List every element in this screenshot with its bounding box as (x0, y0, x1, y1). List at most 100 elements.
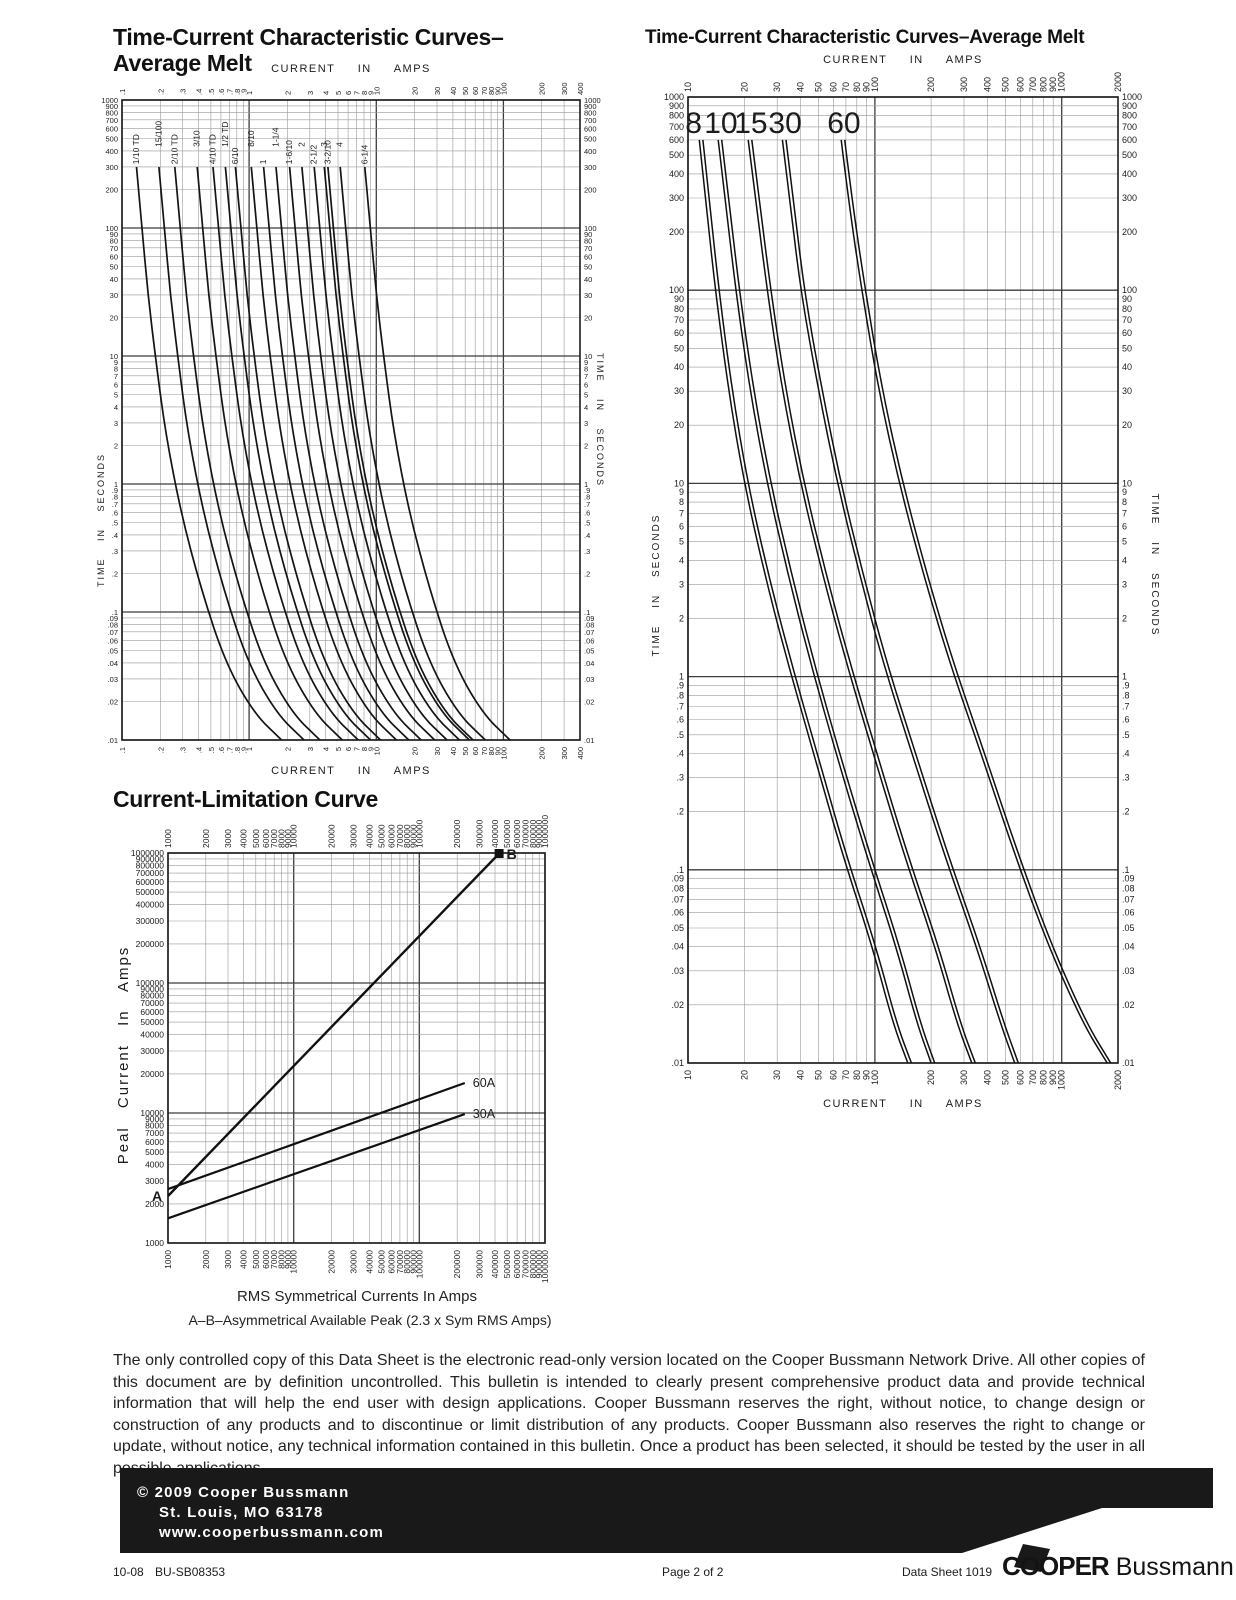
svg-text:7: 7 (584, 372, 588, 381)
svg-text:4: 4 (322, 747, 331, 751)
svg-text:30000: 30000 (349, 824, 359, 848)
svg-text:.06: .06 (1122, 908, 1135, 918)
curve-8-min (698, 139, 909, 1063)
svg-text:70: 70 (110, 244, 118, 253)
svg-text:30: 30 (584, 291, 592, 300)
svg-text:200000: 200000 (136, 939, 165, 949)
curve-30-max (785, 139, 1020, 1063)
svg-text:2000: 2000 (201, 1250, 211, 1269)
svg-text:.9: .9 (112, 486, 118, 495)
clc-marker-label-B: B (507, 846, 517, 862)
svg-text:4: 4 (679, 555, 684, 565)
clc-marker-B-square-icon (494, 849, 504, 858)
svg-text:8000: 8000 (277, 1250, 287, 1269)
svg-text:200: 200 (584, 186, 597, 195)
clc-ylabel-left: Peal Current In Amps (115, 946, 132, 1165)
svg-text:300: 300 (560, 82, 569, 95)
svg-text:.04: .04 (1122, 942, 1135, 952)
svg-text:.07: .07 (108, 628, 118, 637)
svg-text:.5: .5 (207, 89, 216, 95)
svg-text:.2: .2 (584, 570, 590, 579)
curve-label-2: 2 (296, 142, 306, 147)
svg-text:100: 100 (105, 224, 118, 233)
svg-text:.7: .7 (676, 702, 684, 712)
svg-text:.03: .03 (584, 675, 594, 684)
svg-text:.8: .8 (676, 690, 684, 700)
svg-text:10: 10 (372, 87, 381, 95)
svg-text:500000: 500000 (502, 1250, 512, 1279)
svg-text:2000: 2000 (1113, 1070, 1123, 1090)
svg-text:10000: 10000 (289, 824, 299, 848)
clc-line-60A (168, 1081, 466, 1191)
svg-text:60000: 60000 (387, 1250, 397, 1274)
svg-text:600: 600 (1015, 77, 1025, 92)
curve-6/10 (234, 166, 382, 740)
svg-text:.1: .1 (584, 608, 590, 617)
svg-text:10: 10 (110, 352, 118, 361)
svg-text:300000: 300000 (474, 1250, 484, 1279)
svg-text:.7: .7 (584, 500, 590, 509)
svg-text:.8: .8 (112, 492, 118, 501)
svg-text:1000: 1000 (1057, 1070, 1067, 1090)
svg-text:40: 40 (449, 87, 458, 95)
svg-text:9: 9 (679, 487, 684, 497)
svg-text:3: 3 (306, 747, 315, 751)
svg-text:40: 40 (796, 1070, 806, 1080)
svg-text:4000: 4000 (145, 1160, 164, 1170)
clc-xaxis-label: RMS Symmetrical Currents In Amps (236, 1288, 478, 1305)
curve-2 (301, 166, 448, 740)
svg-text:.5: .5 (584, 519, 590, 528)
curve-label-6-1/4: 6-1/4 (359, 145, 369, 165)
svg-text:60: 60 (828, 1070, 838, 1080)
svg-text:80: 80 (110, 236, 118, 245)
svg-text:800000: 800000 (528, 1250, 538, 1279)
svg-text:.1: .1 (118, 747, 127, 753)
svg-text:.6: .6 (584, 508, 590, 517)
svg-text:.8: .8 (233, 747, 242, 753)
footer-website: www.cooperbussmann.com (159, 1524, 385, 1541)
svg-text:60: 60 (584, 252, 592, 261)
svg-text:4: 4 (584, 403, 588, 412)
svg-text:.5: .5 (676, 730, 684, 740)
svg-text:.2: .2 (156, 89, 165, 95)
svg-text:6: 6 (1122, 521, 1127, 531)
svg-text:40000: 40000 (364, 824, 374, 848)
svg-text:.05: .05 (671, 923, 684, 933)
svg-text:50000: 50000 (377, 1250, 387, 1274)
svg-text:50000: 50000 (377, 824, 387, 848)
svg-text:8: 8 (1122, 497, 1127, 507)
svg-text:400: 400 (584, 147, 597, 156)
svg-text:.7: .7 (226, 747, 235, 753)
svg-text:500: 500 (1122, 150, 1137, 160)
footer-city: St. Louis, MO 63178 (159, 1504, 324, 1521)
curve-1 (262, 166, 410, 740)
svg-text:.08: .08 (584, 620, 594, 629)
svg-text:100: 100 (499, 747, 508, 760)
svg-text:.7: .7 (226, 89, 235, 95)
svg-text:.2: .2 (676, 807, 684, 817)
svg-text:.01: .01 (584, 736, 594, 745)
svg-text:100: 100 (584, 224, 597, 233)
svg-text:10: 10 (683, 82, 693, 92)
svg-text:400: 400 (1122, 169, 1137, 179)
svg-text:4: 4 (114, 403, 118, 412)
svg-text:60: 60 (471, 87, 480, 95)
svg-text:700000: 700000 (136, 868, 165, 878)
svg-text:600: 600 (1015, 1070, 1025, 1085)
svg-text:600: 600 (1122, 135, 1137, 145)
svg-text:.04: .04 (108, 659, 118, 668)
svg-text:90: 90 (861, 82, 871, 92)
svg-text:.06: .06 (108, 636, 118, 645)
footer-doc-number: BU-SB08353 (155, 1565, 226, 1579)
svg-text:9: 9 (114, 358, 118, 367)
svg-text:800: 800 (584, 108, 597, 117)
svg-text:1000000: 1000000 (131, 848, 164, 858)
svg-text:.03: .03 (671, 966, 684, 976)
svg-text:800: 800 (1122, 111, 1137, 121)
curve-3-2/10 (327, 166, 474, 740)
clc-line-30A (168, 1113, 466, 1220)
svg-text:400: 400 (982, 77, 992, 92)
svg-text:90: 90 (494, 87, 503, 95)
svg-text:.05: .05 (1122, 923, 1135, 933)
